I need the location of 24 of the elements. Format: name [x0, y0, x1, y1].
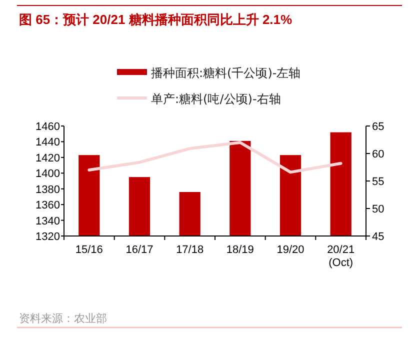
x-tick-label: 18/19: [226, 244, 254, 256]
y-tick-label: 1440: [36, 136, 60, 149]
x-tick-label: 20/21 (Oct): [327, 244, 355, 269]
chart-title: 图 65：预计 20/21 糖料播种面积同比上升 2.1%: [19, 12, 293, 27]
x-tick-label: 17/18: [176, 244, 204, 256]
y-tick-label: 1360: [36, 200, 60, 212]
y-tick-label: 1460: [36, 121, 60, 133]
text: 资料来源：农业部: [19, 312, 107, 325]
legend-label: 播种面积:糖料(千公顷)-左轴: [151, 66, 301, 80]
y2-tick-label: 55: [372, 176, 384, 188]
y2-tick-label: 60: [372, 148, 384, 160]
legend-label: 单产:糖料(吨/公顷)-右轴: [151, 92, 281, 106]
x-tick-label: 19/20: [276, 244, 304, 256]
line-series: [88, 141, 342, 174]
y-tick-label: 1400: [36, 168, 60, 180]
y2-tick-label: 65: [372, 121, 384, 133]
y2-tick-label: 50: [372, 204, 384, 216]
y-tick-label: 1420: [36, 152, 60, 164]
x-tick-label: 15/16: [75, 244, 103, 256]
y-tick-label: 1380: [36, 184, 60, 196]
y-tick-label: 1320: [36, 231, 60, 243]
y-tick-label: 1340: [36, 215, 60, 228]
x-tick-label: 16/17: [126, 244, 154, 256]
y2-tick-label: 45: [372, 231, 384, 243]
